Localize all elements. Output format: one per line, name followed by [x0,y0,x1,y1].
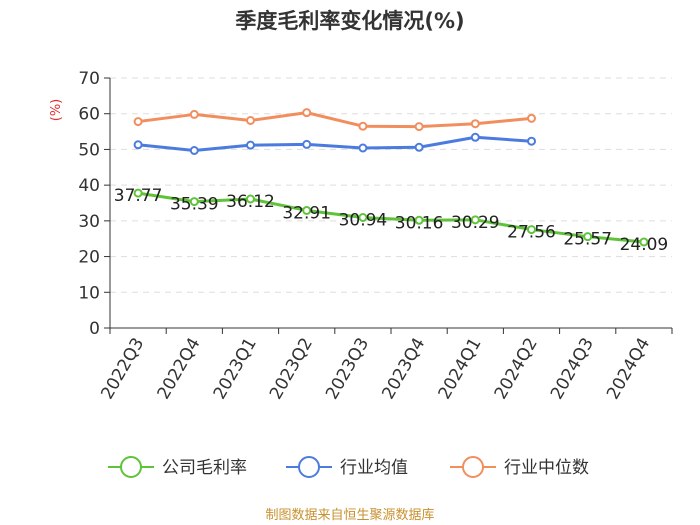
data-point-industry-median [189,109,199,119]
data-point-industry-mean [133,140,143,150]
data-label: 27.56 [507,223,556,243]
data-point-industry-mean [470,132,480,142]
data-label: 32.91 [282,203,331,223]
data-labels: 37.77 35.39 36.12 32.91 30.94 30.16 30.29 27.56… [114,186,668,255]
y-axis-label: (%) [49,99,64,122]
data-point-company [583,232,593,242]
legend-marker-industry-mean [298,456,320,478]
data-point-industry-mean [358,143,368,153]
y-tick-label: 0 [89,319,100,339]
y-tick-label: 10 [78,283,100,303]
data-label: 30.16 [395,213,444,233]
x-tick-label: 2023Q4 [378,335,429,403]
data-label: 25.57 [563,230,612,250]
y-axis-ticks: 0 10 20 30 40 50 60 70 [78,69,110,339]
data-point-industry-mean [527,136,536,146]
data-point-company [639,237,649,247]
data-point-company [189,197,199,207]
data-point-industry-mean [302,139,312,149]
data-point-industry-median [527,113,536,123]
legend-marker-industry-median [462,456,484,478]
x-tick-label: 2024Q2 [491,335,542,403]
series-group [133,108,649,247]
chart-title: 季度毛利率变化情况(%) [235,9,464,33]
data-point-industry-median [133,117,143,127]
grid [110,77,672,293]
legend-label-industry-mean: 行业均值 [340,458,408,478]
x-tick-label: 2024Q3 [547,335,598,403]
data-label: 30.94 [339,211,388,231]
data-point-company [470,215,480,225]
y-tick-label: 70 [78,69,100,89]
x-tick-label: 2023Q1 [210,335,261,403]
y-tick-label: 60 [78,105,100,125]
y-tick-label: 20 [78,248,100,268]
x-tick-label: 2023Q2 [266,335,317,403]
data-point-industry-median [470,119,480,129]
x-tick-label: 2024Q1 [435,335,486,403]
data-label: 36.12 [226,192,275,212]
x-tick-label: 2022Q3 [97,335,148,403]
data-point-company [133,188,143,198]
data-point-industry-mean [189,146,199,155]
data-point-company [527,225,536,235]
data-point-industry-median [302,108,312,118]
x-tick-label: 2024Q4 [603,335,654,403]
data-label: 24.09 [620,235,669,255]
data-point-industry-median [246,116,255,125]
data-point-company [358,213,368,222]
data-point-industry-mean [414,142,424,152]
data-point-company [414,215,424,225]
legend-label-industry-median: 行业中位数 [504,458,589,478]
y-tick-label: 40 [78,176,100,196]
data-label: 37.77 [114,186,163,206]
data-point-industry-median [414,122,424,132]
data-point-industry-mean [246,140,255,150]
source-note: 制图数据来自恒生聚源数据库 [265,507,434,523]
x-tick-label: 2022Q4 [154,335,205,403]
series-line-industry-mean [136,135,533,152]
legend: 公司毛利率 行业均值 行业中位数 [108,456,589,478]
data-label: 35.39 [170,195,219,215]
data-label: 30.29 [451,213,500,233]
legend-label-company: 公司毛利率 [162,458,247,478]
series-line-industry-median [136,111,533,129]
data-point-company [246,194,255,204]
legend-marker-company [120,456,142,478]
x-tick-label: 2023Q3 [322,335,373,403]
data-point-company [302,205,312,215]
y-tick-label: 50 [78,140,100,160]
y-tick-label: 30 [78,212,100,232]
series-line-company [136,191,646,244]
data-point-industry-median [358,121,368,131]
